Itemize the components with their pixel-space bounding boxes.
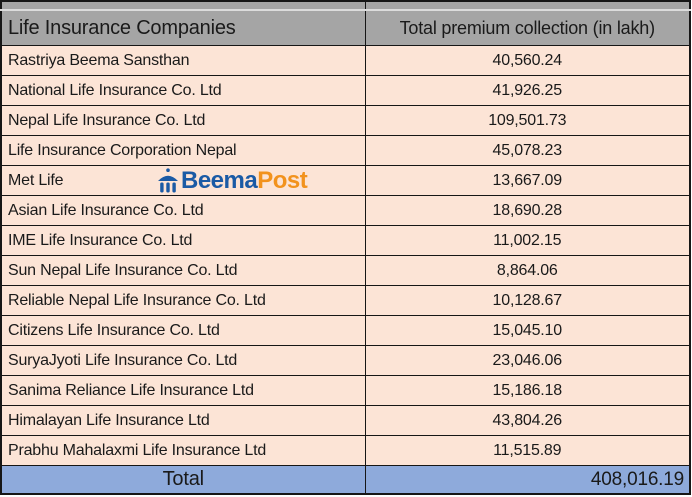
column-header-premium: Total premium collection (in lakh) [364, 9, 691, 46]
top-partial-cell [364, 1, 691, 11]
company-cell: Asian Life Insurance Co. Ltd [0, 195, 366, 226]
premium-cell: 13,667.09 [364, 165, 691, 196]
premium-cell: 43,804.26 [364, 405, 691, 436]
table-row: Rastriya Beema Sansthan 40,560.24 [0, 45, 691, 76]
table-row: Sun Nepal Life Insurance Co. Ltd 8,864.06 [0, 255, 691, 286]
company-cell: National Life Insurance Co. Ltd [0, 75, 366, 106]
company-cell: SuryaJyoti Life Insurance Co. Ltd [0, 345, 366, 376]
table-row: Met Life 13,667.09 [0, 165, 691, 196]
top-partial-row [0, 1, 691, 11]
company-cell: Met Life [0, 165, 366, 196]
premium-cell: 11,515.89 [364, 435, 691, 466]
table-row: National Life Insurance Co. Ltd 41,926.25 [0, 75, 691, 106]
company-cell: IME Life Insurance Co. Ltd [0, 225, 366, 256]
table-structure: Life Insurance Companies Total premium c… [0, 1, 691, 46]
table-row: Sanima Reliance Life Insurance Ltd 15,186… [0, 375, 691, 406]
table-row: Himalayan Life Insurance Ltd 43,804.26 [0, 405, 691, 436]
top-partial-cell [0, 1, 366, 11]
premium-cell: 45,078.23 [364, 135, 691, 166]
premium-cell: 10,128.67 [364, 285, 691, 316]
total-row: Total 408,016.19 [0, 465, 691, 495]
table-header-row: Life Insurance Companies Total premium c… [0, 9, 691, 46]
company-cell: Himalayan Life Insurance Ltd [0, 405, 366, 436]
company-cell: Sanima Reliance Life Insurance Ltd [0, 375, 366, 406]
company-cell: Prabhu Mahalaxmi Life Insurance Ltd [0, 435, 366, 466]
premium-cell: 40,560.24 [364, 45, 691, 76]
premium-cell: 8,864.06 [364, 255, 691, 286]
premium-cell: 109,501.73 [364, 105, 691, 136]
table-row: IME Life Insurance Co. Ltd 11,002.15 [0, 225, 691, 256]
table-row: Prabhu Mahalaxmi Life Insurance Ltd 11,51… [0, 435, 691, 466]
company-cell: Sun Nepal Life Insurance Co. Ltd [0, 255, 366, 286]
column-header-companies: Life Insurance Companies [0, 9, 366, 46]
premium-cell: 15,186.18 [364, 375, 691, 406]
premium-cell: 18,690.28 [364, 195, 691, 226]
premium-cell: 15,045.10 [364, 315, 691, 346]
premium-cell: 41,926.25 [364, 75, 691, 106]
table-row: Citizens Life Insurance Co. Ltd 15,045.10 [0, 315, 691, 346]
table-row: Nepal Life Insurance Co. Ltd 109,501.73 [0, 105, 691, 136]
total-value: 408,016.19 [364, 465, 691, 495]
premium-cell: 11,002.15 [364, 225, 691, 256]
total-label: Total [0, 465, 366, 495]
table-row: SuryaJyoti Life Insurance Co. Ltd 23,046.… [0, 345, 691, 376]
table-footer: Total 408,016.19 [0, 465, 691, 495]
company-cell: Citizens Life Insurance Co. Ltd [0, 315, 366, 346]
table-row: Asian Life Insurance Co. Ltd 18,690.28 [0, 195, 691, 226]
company-cell: Nepal Life Insurance Co. Ltd [0, 105, 366, 136]
company-cell: Life Insurance Corporation Nepal [0, 135, 366, 166]
premium-cell: 23,046.06 [364, 345, 691, 376]
table-row: Life Insurance Corporation Nepal 45,078.2… [0, 135, 691, 166]
table-body: Rastriya Beema Sansthan 40,560.24 National… [0, 45, 691, 466]
company-cell: Reliable Nepal Life Insurance Co. Ltd [0, 285, 366, 316]
table-row: Reliable Nepal Life Insurance Co. Ltd 10,… [0, 285, 691, 316]
company-cell: Rastriya Beema Sansthan [0, 45, 366, 76]
